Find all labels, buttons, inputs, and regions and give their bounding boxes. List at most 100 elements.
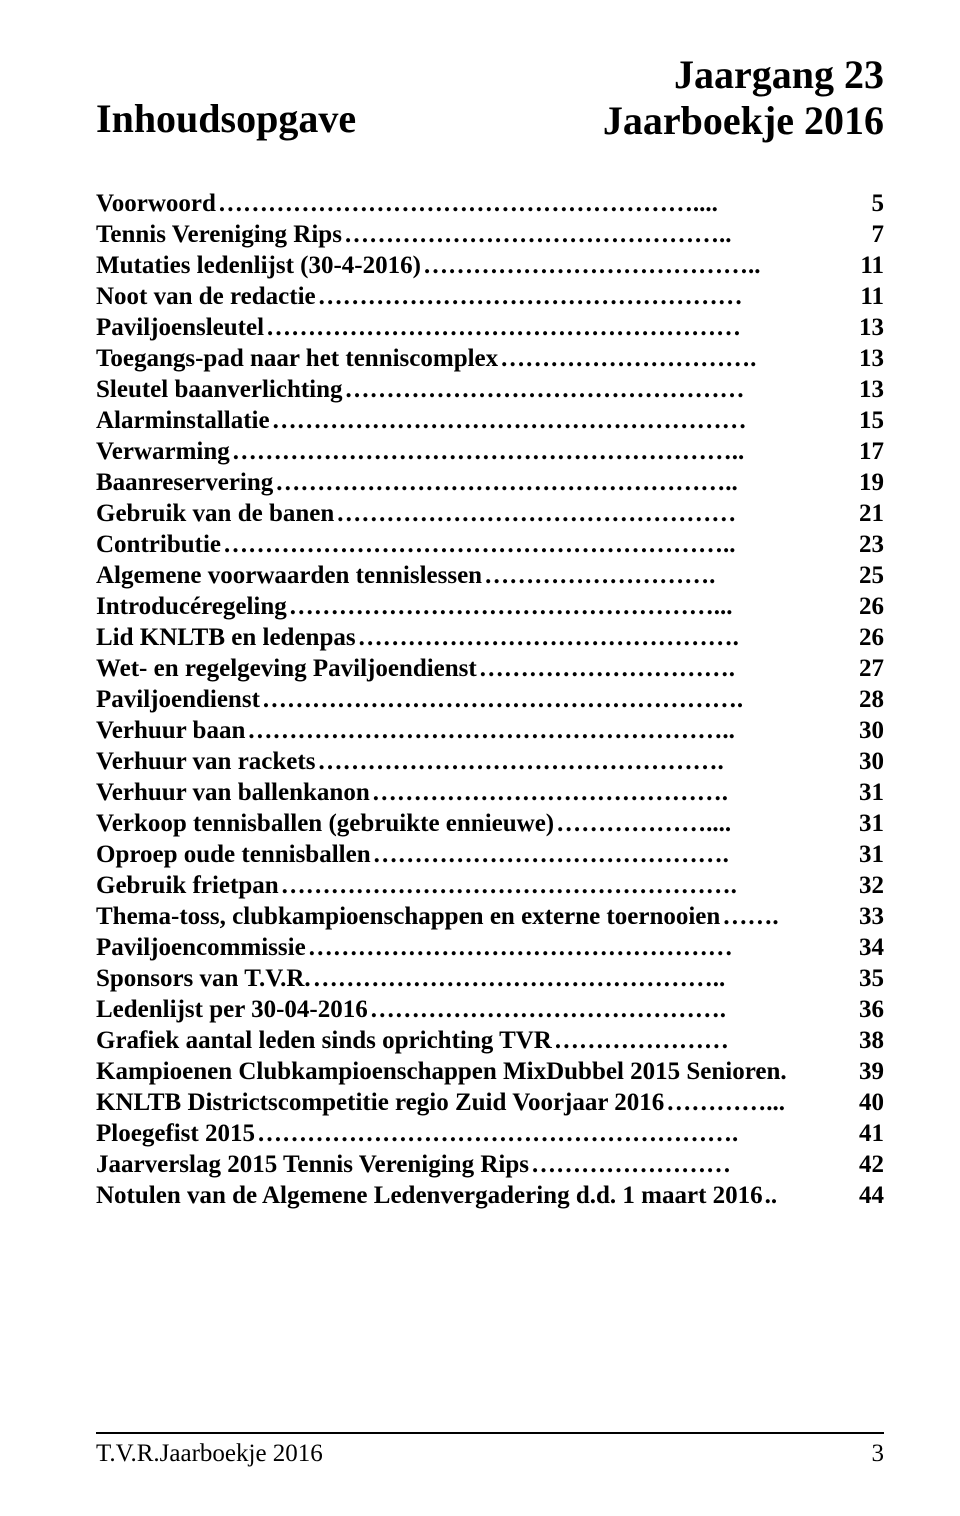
toc-leader: ………………………………………… [345, 374, 846, 405]
toc-leader: ………………………………………………… [272, 405, 846, 436]
toc-page-number: 31 [848, 839, 884, 870]
toc-leader: …………………………………………………….. [232, 436, 846, 467]
toc-label: Paviljoensleutel [96, 312, 264, 343]
toc-label: Verhuur baan [96, 715, 245, 746]
toc-page-number: 41 [848, 1118, 884, 1149]
header-right-line1: Jaargang 23 [603, 52, 884, 98]
toc-row: Alarminstallatie………………………………………………… 15 [96, 405, 884, 436]
toc-row: Thema-toss, clubkampioenschappen en exte… [96, 901, 884, 932]
toc-page-number: 42 [848, 1149, 884, 1180]
toc-label: Jaarverslag 2015 Tennis Vereniging Rips [96, 1149, 529, 1180]
toc-row: Paviljoencommissie……………………………………………34 [96, 932, 884, 963]
toc-page-number: 25 [848, 560, 884, 591]
toc-row: Kampioenen Clubkampioenschappen MixDubbe… [96, 1056, 884, 1087]
toc-page-number: 36 [848, 994, 884, 1025]
toc-label: Alarminstallatie [96, 405, 270, 436]
toc-row: Paviljoendienst………………………………………………….28 [96, 684, 884, 715]
toc-page-number: 44 [848, 1180, 884, 1211]
toc-label: Introducéregeling [96, 591, 287, 622]
toc-label: Mutaties ledenlijst (30-4-2016) [96, 250, 421, 281]
header-title-right: Jaargang 23 Jaarboekje 2016 [603, 52, 884, 144]
toc-leader: ……………………………………. [373, 839, 846, 870]
toc-page-number: 30 [848, 746, 884, 777]
toc-page-number: 31 [848, 777, 884, 808]
toc-leader: ……. [722, 901, 846, 932]
toc-page-number: 13 [848, 343, 884, 374]
toc-row: Toegangs-pad naar het tenniscomplex……………… [96, 343, 884, 374]
toc-label: Verhuur van rackets [96, 746, 315, 777]
toc-page-number: 33 [848, 901, 884, 932]
toc-page-number: 11 [848, 281, 884, 312]
toc-page-number: 5 [848, 188, 884, 219]
toc-leader: ………………………………………. [358, 622, 846, 653]
toc-page-number: 13 [848, 374, 884, 405]
toc-leader: ……………………………………. [370, 994, 846, 1025]
toc-leader: …………………………. [479, 653, 846, 684]
toc-page-number: 17 [848, 436, 884, 467]
toc-leader: ……………………………………….. [344, 219, 846, 250]
toc-page-number: 34 [848, 932, 884, 963]
toc-label: Sponsors van T.V.R. [96, 963, 311, 994]
toc-leader: ………………………………………….. [313, 963, 846, 994]
toc-label: Gebruik frietpan [96, 870, 279, 901]
toc-row: Ledenlijst per 30-04-2016…………………………………….… [96, 994, 884, 1025]
toc-row: Contributie……………………………………………………..23 [96, 529, 884, 560]
toc-row: Lid KNLTB en ledenpas……………………………………….26 [96, 622, 884, 653]
toc-row: Sleutel baanverlichting………………………………………… … [96, 374, 884, 405]
toc-row: Paviljoensleutel………………………………………………… 13 [96, 312, 884, 343]
toc-label: Thema-toss, clubkampioenschappen en exte… [96, 901, 720, 932]
toc-row: Notulen van de Algemene Ledenvergadering… [96, 1180, 884, 1211]
toc-leader: .. [765, 1180, 846, 1211]
toc-label: KNLTB Districtscompetitie regio Zuid Voo… [96, 1087, 664, 1118]
toc-label: Lid KNLTB en ledenpas [96, 622, 356, 653]
toc-page-number: 15 [848, 405, 884, 436]
toc-label: Verhuur van ballenkanon [96, 777, 370, 808]
toc-page-number: 35 [848, 963, 884, 994]
toc-row: Voorwoord…………………………………………………....5 [96, 188, 884, 219]
toc-page-number: 11 [848, 250, 884, 281]
toc-leader: …………………………………………………. [262, 684, 846, 715]
toc-page-number: 26 [848, 591, 884, 622]
toc-page-number: 38 [848, 1025, 884, 1056]
toc-row: Algemene voorwaarden tennislessen…………………… [96, 560, 884, 591]
toc-page-number: 26 [848, 622, 884, 653]
toc-page-number: 30 [848, 715, 884, 746]
toc-row: KNLTB Districtscompetitie regio Zuid Voo… [96, 1087, 884, 1118]
header-right-line2: Jaarboekje 2016 [603, 98, 884, 144]
toc-label: Paviljoendienst [96, 684, 260, 715]
toc-label: Verkoop tennisballen (gebruikte ennieuwe… [96, 808, 554, 839]
toc-row: Tennis Vereniging Rips………………………………………..7 [96, 219, 884, 250]
toc-label: Ploegefist 2015 [96, 1118, 255, 1149]
toc-leader: ……………………………………. [372, 777, 846, 808]
toc-leader: ……………………………………………….. [275, 467, 846, 498]
toc-label: Notulen van de Algemene Ledenvergadering… [96, 1180, 763, 1211]
toc-leader: ………………………………………………… [266, 312, 846, 343]
toc-leader: …………………………………………………. [257, 1118, 846, 1149]
toc-row: Introducéregeling……………………………………………...26 [96, 591, 884, 622]
toc-row: Mutaties ledenlijst (30-4-2016)………………………… [96, 250, 884, 281]
page-footer: T.V.R.Jaarboekje 2016 3 [96, 1432, 884, 1468]
toc-label: Kampioenen Clubkampioenschappen MixDubbe… [96, 1056, 787, 1087]
toc-label: Verwarming [96, 436, 230, 467]
toc-label: Sleutel baanverlichting [96, 374, 343, 405]
toc-label: Algemene voorwaarden tennislessen [96, 560, 482, 591]
toc-label: Grafiek aantal leden sinds oprichting TV… [96, 1025, 552, 1056]
toc-page-number: 23 [848, 529, 884, 560]
toc-label: Paviljoencommissie [96, 932, 306, 963]
toc-leader: …………………………………………… [308, 932, 846, 963]
toc-leader: …………………… [531, 1149, 846, 1180]
toc-leader: ……………………………………………... [289, 591, 846, 622]
toc-row: Baanreservering………………………………………………..19 [96, 467, 884, 498]
footer-page-number: 3 [872, 1440, 885, 1468]
toc-row: Ploegefist 2015………………………………………………….41 [96, 1118, 884, 1149]
toc-label: Wet- en regelgeving Paviljoendienst [96, 653, 477, 684]
toc-label: Noot van de redactie [96, 281, 316, 312]
toc-page-number: 39 [848, 1056, 884, 1087]
toc-leader: …………………………………………. [317, 746, 846, 777]
toc-label: Gebruik van de banen [96, 498, 334, 529]
toc-label: Ledenlijst per 30-04-2016 [96, 994, 368, 1025]
header-title-left: Inhoudsopgave [96, 96, 356, 144]
toc-label: Tennis Vereniging Rips [96, 219, 342, 250]
toc-leader: …………... [666, 1087, 846, 1118]
toc-row: Verhuur van rackets…………………………………………. 30 [96, 746, 884, 777]
